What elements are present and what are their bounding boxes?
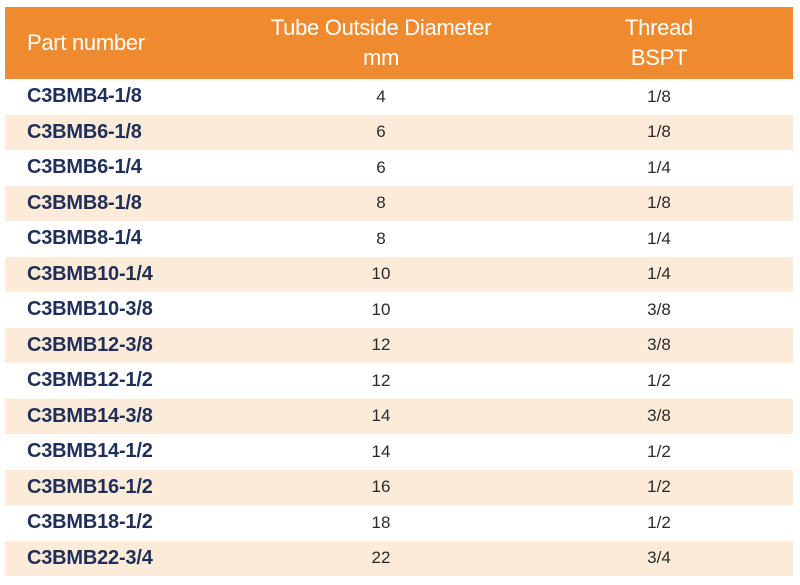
table-row: C3BMB14-1/2 14 1/2 bbox=[5, 434, 793, 470]
header-od-label-line2: mm bbox=[362, 45, 400, 70]
header-thread: Thread BSPT bbox=[525, 7, 793, 79]
part-number-cell: C3BMB22-3/4 bbox=[27, 546, 153, 569]
part-number-cell: C3BMB18-1/2 bbox=[27, 511, 153, 534]
table-row: C3BMB8-1/4 8 1/4 bbox=[5, 221, 793, 257]
part-number-cell: C3BMB4-1/8 bbox=[27, 85, 142, 108]
thread-cell: 3/8 bbox=[647, 406, 671, 426]
part-number-cell: C3BMB16-1/2 bbox=[27, 475, 153, 498]
tube-od-cell: 14 bbox=[371, 406, 391, 426]
table-row: C3BMB16-1/2 16 1/2 bbox=[5, 469, 793, 505]
part-number-cell: C3BMB6-1/8 bbox=[27, 120, 142, 143]
tube-od-cell: 14 bbox=[371, 441, 391, 461]
tube-od-cell: 22 bbox=[371, 548, 391, 568]
table-row: C3BMB10-3/8 10 3/8 bbox=[5, 292, 793, 328]
thread-cell: 1/4 bbox=[647, 157, 671, 177]
tube-od-cell: 8 bbox=[376, 193, 386, 213]
header-thread-label-line1: Thread bbox=[625, 15, 693, 40]
tube-od-cell: 10 bbox=[371, 264, 391, 284]
thread-cell: 1/2 bbox=[647, 441, 671, 461]
header-tube-outside-diameter: Tube Outside Diameter mm bbox=[237, 7, 525, 79]
tube-od-cell: 4 bbox=[376, 86, 386, 106]
table-row: C3BMB6-1/8 6 1/8 bbox=[5, 114, 793, 150]
part-number-cell: C3BMB12-1/2 bbox=[27, 369, 153, 392]
tube-od-cell: 16 bbox=[371, 477, 391, 497]
thread-cell: 1/8 bbox=[647, 86, 671, 106]
part-number-cell: C3BMB8-1/4 bbox=[27, 227, 142, 250]
table-row: C3BMB22-3/4 22 3/4 bbox=[5, 540, 793, 576]
thread-cell: 1/8 bbox=[647, 193, 671, 213]
thread-cell: 3/8 bbox=[647, 299, 671, 319]
tube-od-cell: 12 bbox=[371, 335, 391, 355]
part-number-cell: C3BMB14-1/2 bbox=[27, 440, 153, 463]
table-body: C3BMB4-1/8 4 1/8 C3BMB6-1/8 6 1/8 C3BMB6-1/4 6 1… bbox=[5, 79, 793, 576]
thread-cell: 1/4 bbox=[647, 228, 671, 248]
part-number-cell: C3BMB10-1/4 bbox=[27, 262, 153, 285]
table-row: C3BMB4-1/8 4 1/8 bbox=[5, 79, 793, 115]
thread-cell: 3/4 bbox=[647, 548, 671, 568]
tube-od-cell: 6 bbox=[376, 157, 386, 177]
part-number-cell: C3BMB6-1/4 bbox=[27, 156, 142, 179]
table-row: C3BMB8-1/8 8 1/8 bbox=[5, 185, 793, 221]
table-row: C3BMB14-3/8 14 3/8 bbox=[5, 398, 793, 434]
part-number-cell: C3BMB8-1/8 bbox=[27, 191, 142, 214]
header-part-number: Part number bbox=[5, 7, 237, 79]
thread-cell: 1/8 bbox=[647, 122, 671, 142]
table-row: C3BMB18-1/2 18 1/2 bbox=[5, 505, 793, 541]
parts-table: Part number Tube Outside Diameter mm Thr… bbox=[5, 7, 793, 576]
table-row: C3BMB12-3/8 12 3/8 bbox=[5, 327, 793, 363]
tube-od-cell: 10 bbox=[371, 299, 391, 319]
tube-od-cell: 12 bbox=[371, 370, 391, 390]
thread-cell: 1/2 bbox=[647, 512, 671, 532]
tube-od-cell: 18 bbox=[371, 512, 391, 532]
header-thread-label-line2: BSPT bbox=[630, 45, 688, 70]
thread-cell: 1/4 bbox=[647, 264, 671, 284]
table-row: C3BMB10-1/4 10 1/4 bbox=[5, 256, 793, 292]
part-number-cell: C3BMB10-3/8 bbox=[27, 298, 153, 321]
table-header: Part number Tube Outside Diameter mm Thr… bbox=[5, 7, 793, 79]
tube-od-cell: 8 bbox=[376, 228, 386, 248]
thread-cell: 1/2 bbox=[647, 370, 671, 390]
thread-cell: 3/8 bbox=[647, 335, 671, 355]
thread-cell: 1/2 bbox=[647, 477, 671, 497]
table-row: C3BMB12-1/2 12 1/2 bbox=[5, 363, 793, 399]
part-number-cell: C3BMB14-3/8 bbox=[27, 404, 153, 427]
part-number-cell: C3BMB12-3/8 bbox=[27, 333, 153, 356]
table-row: C3BMB6-1/4 6 1/4 bbox=[5, 150, 793, 186]
header-od-label-line1: Tube Outside Diameter bbox=[270, 15, 492, 40]
tube-od-cell: 6 bbox=[376, 122, 386, 142]
header-part-number-label: Part number bbox=[27, 30, 145, 55]
